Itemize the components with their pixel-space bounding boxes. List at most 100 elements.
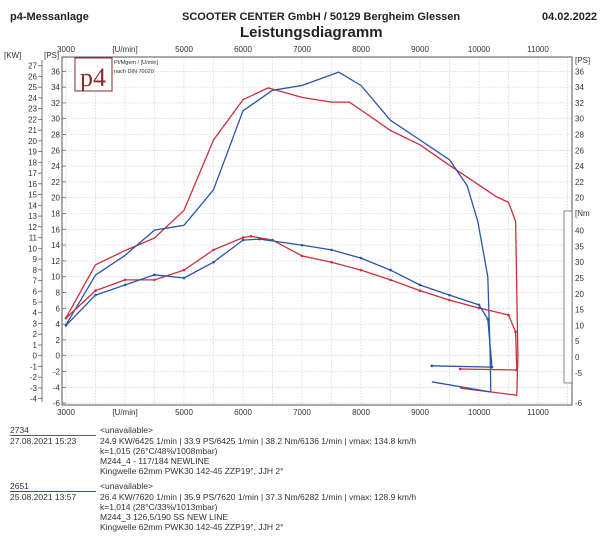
kw-tick-label: 26 <box>28 72 37 81</box>
torque-data-point <box>64 324 68 327</box>
run-id: 2734 <box>10 425 96 436</box>
kw-tick-label: -4 <box>30 395 38 404</box>
torque-data-point <box>448 293 451 297</box>
power-curve-2651 <box>65 71 492 393</box>
torque-data-point <box>490 365 494 369</box>
grid <box>62 57 572 405</box>
x-tick-label-bottom: 11000 <box>527 408 549 417</box>
torque-data-point <box>515 368 519 372</box>
kw-tick-label: 3 <box>33 319 38 328</box>
legend-units: Pf/Mgem / [U/min] <box>114 60 158 66</box>
ps-tick-label-right: 26 <box>575 146 584 155</box>
torque-curve-2734 <box>65 235 518 371</box>
ps-tick-label-left: 2 <box>56 336 61 345</box>
nm-tick-label: 20 <box>575 290 584 299</box>
ps-tick-label-right: 24 <box>575 162 584 171</box>
run-summary: 26.4 KW/7620 1/min | 35.9 PS/7620 1/min … <box>100 492 417 502</box>
kw-tick-label: 9 <box>33 255 38 264</box>
nm-tick-label: -5 <box>575 369 583 378</box>
ps-tick-label-left: -4 <box>53 383 61 392</box>
power-torque-chart: 30003000[U/min][U/min]500050006000600070… <box>4 45 590 417</box>
ps-tick-label-left: 16 <box>51 225 60 234</box>
p4-logo: p4 Pf/Mgem / [U/min] nach DIN 70020 <box>74 57 158 92</box>
kw-tick-label: 22 <box>28 115 37 124</box>
kw-tick-label: 11 <box>29 234 38 243</box>
run-datetime: 27.08.2021 15:23 <box>10 436 77 446</box>
ps-tick-label-left: 10 <box>51 273 60 282</box>
x-tick-label-bottom: 5000 <box>175 408 193 417</box>
run-engine: M244_3 126,5/190 SS NEW LINE <box>100 512 229 522</box>
series-layer <box>64 71 519 396</box>
x-tick-label-top: 11000 <box>527 45 549 54</box>
kw-axis-label: [KW] <box>4 51 21 60</box>
torque-data-point <box>514 330 517 334</box>
nm-tick-label: 35 <box>575 242 584 251</box>
kw-tick-label: 4 <box>33 309 38 318</box>
ps-tick-label-left: 8 <box>56 289 61 298</box>
torque-data-point <box>182 276 186 280</box>
nm-axis-label: [Nm <box>575 209 590 218</box>
report-date: 04.02.2022 <box>542 11 598 23</box>
kw-tick-label: 8 <box>33 266 38 275</box>
ps-tick-label-right: 22 <box>575 178 584 187</box>
ps-tick-label-left: 32 <box>51 99 60 108</box>
torque-data-point <box>64 316 68 320</box>
torque-data-point <box>418 283 422 287</box>
run-setup: Kingwelle 62mm PWK30 142-45 ZZP19°, JJH … <box>100 522 284 532</box>
kw-tick-label: 19 <box>28 148 37 157</box>
torque-data-point <box>182 268 186 272</box>
company-name: SCOOTER CENTER GmbH / 50129 Bergheim Gle… <box>182 11 461 23</box>
kw-tick-label: 17 <box>28 169 37 178</box>
x-tick-label-bottom: 8000 <box>352 408 370 417</box>
plot-frame <box>61 56 573 406</box>
torque-data-point <box>477 306 481 310</box>
kw-tick-label: 5 <box>33 298 38 307</box>
nm-tick-label: 5 <box>575 337 580 346</box>
x-tick-label-bottom: 10000 <box>468 408 491 417</box>
torque-data-point <box>300 254 304 258</box>
x-tick-label-top: 8000 <box>352 45 370 54</box>
ps-tick-label-left: 26 <box>51 146 60 155</box>
kw-tick-label: 23 <box>28 105 37 114</box>
torque-data-point <box>212 248 215 252</box>
kw-tick-label: 18 <box>28 158 37 167</box>
axes: 30003000[U/min][U/min]500050006000600070… <box>4 45 590 417</box>
legend-norm: nach DIN 70020 <box>114 69 154 75</box>
kw-tick-label: -1 <box>30 362 38 371</box>
x-tick-label-top: 10000 <box>468 45 491 54</box>
kw-tick-label: 7 <box>33 277 38 286</box>
x-tick-label-bottom: 7000 <box>293 408 311 417</box>
torque-data-point <box>389 268 392 272</box>
ps-tick-label-left: 34 <box>51 83 60 92</box>
ps-axis-label-right: [PS] <box>575 56 590 65</box>
torque-data-point <box>330 248 333 252</box>
ps-tick-label-left: 30 <box>51 115 60 124</box>
kw-tick-label: 15 <box>28 191 37 200</box>
torque-data-point <box>507 313 510 317</box>
kw-tick-label: 10 <box>28 244 37 253</box>
x-tick-label-top: 6000 <box>234 45 252 54</box>
chart-title: Leistungsdiagramm <box>240 24 383 41</box>
ps-tick-label-right: 20 <box>575 194 584 203</box>
torque-data-point <box>153 278 156 282</box>
torque-data-point <box>123 278 127 282</box>
torque-data-point <box>458 367 462 371</box>
ps-tick-label-left: 0 <box>56 352 61 361</box>
run-engine: M244_4 - 117/184 NEWLINE <box>100 456 210 466</box>
torque-data-point <box>300 243 304 247</box>
ps-tick-label-left: 14 <box>51 241 60 250</box>
torque-data-point <box>94 289 97 292</box>
torque-data-point <box>448 298 451 302</box>
ps-tick-label-left: 12 <box>51 257 60 266</box>
kw-tick-label: 1 <box>33 341 38 350</box>
nm-tick-label: 30 <box>575 258 584 267</box>
nm-tick-label: 0 <box>575 353 580 362</box>
torque-data-point <box>359 268 363 272</box>
torque-curve-2651 <box>65 238 493 368</box>
torque-data-point <box>241 236 245 239</box>
kw-tick-label: 2 <box>33 330 38 339</box>
x-tick-label-bottom: 3000 <box>57 408 75 417</box>
kw-tick-label: 21 <box>28 126 37 135</box>
ps-tick-label-left: -6 <box>53 399 61 408</box>
ps-tick-label-right: -6 <box>575 399 583 408</box>
